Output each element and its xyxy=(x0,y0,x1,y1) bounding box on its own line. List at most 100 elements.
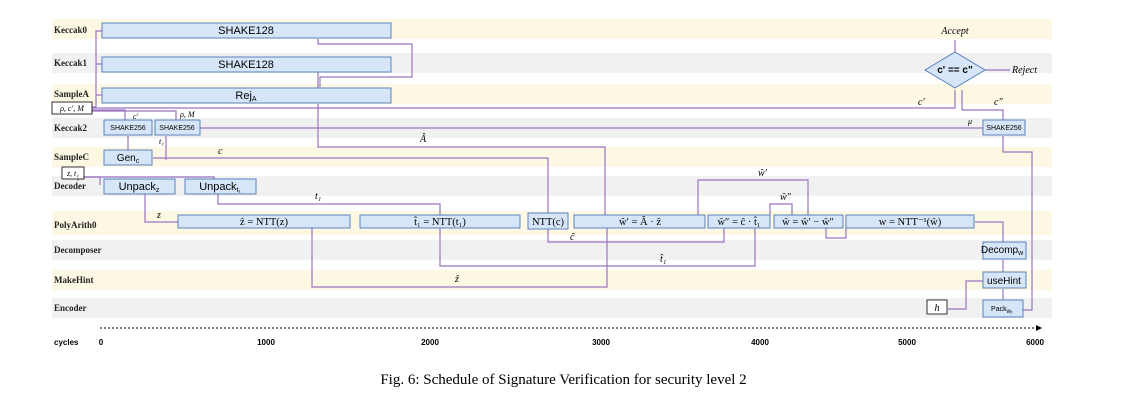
flow-label-cprime-small: c′ xyxy=(133,112,139,121)
label-unpack-t1: Unpackt₁ xyxy=(199,181,241,194)
box-usehint xyxy=(982,271,1027,289)
box-ntt-c xyxy=(527,212,569,230)
lane-bg-samplec xyxy=(52,147,1052,167)
flow-label-chat: ĉ xyxy=(570,232,575,243)
operation-boxes: SHAKE128 SHAKE128 RejA SHAKE256 SHAKE256… xyxy=(101,22,1027,318)
lane-bg-decomposer xyxy=(52,240,1052,260)
flow-label-rhom-small: ρ, M xyxy=(179,110,196,119)
flow-cprime xyxy=(92,90,956,109)
axis-tick-4000: 4000 xyxy=(751,338,769,347)
box-keccak0-shake128 xyxy=(101,22,392,39)
box-pack xyxy=(982,299,1024,318)
box-w-dprime xyxy=(707,214,771,229)
flow-chat xyxy=(547,228,725,243)
flow-label-zhat: ẑ xyxy=(454,274,459,285)
box-gen-c xyxy=(103,149,153,166)
lane-label-keccak0: Keccak0 xyxy=(54,25,87,35)
axis-tick-6000: 6000 xyxy=(1026,338,1044,347)
label-w-hat: ŵ = ŵ′ − ŵ″ xyxy=(782,217,834,228)
input-rho-c-m-box xyxy=(51,101,93,115)
flow-c xyxy=(153,157,549,215)
flow-label-wprime: ŵ′ xyxy=(758,168,768,179)
flow-label-t1: t₁ xyxy=(315,191,321,202)
box-w-hat xyxy=(773,214,844,229)
lane-label-decoder: Decoder xyxy=(54,181,86,191)
flow-label-cdprime: c″ xyxy=(994,97,1003,108)
label-shake256-a: SHAKE256 xyxy=(110,125,146,132)
flow-label-t1-small: t₁ xyxy=(159,137,164,146)
label-keccak0-shake128: SHAKE128 xyxy=(218,25,274,37)
label-decomp: Decompw xyxy=(981,245,1024,257)
box-keccak1-shake128 xyxy=(101,56,392,73)
flow-rhom-to-shake256 xyxy=(92,110,177,120)
axis-tick-3000: 3000 xyxy=(592,338,610,347)
flow-what xyxy=(825,222,847,239)
lane-bg-makehint xyxy=(52,270,1052,290)
label-w-prime: ŵ′ = Â · ẑ xyxy=(619,216,661,228)
flow-h xyxy=(948,280,985,310)
lane-label-encoder: Encoder xyxy=(54,303,87,313)
lane-bg-encoder xyxy=(52,298,1052,318)
flow-input-to-keccak xyxy=(92,30,102,108)
box-ntt-t1 xyxy=(359,214,521,229)
lane-label-samplea: SampleA xyxy=(54,89,90,99)
flow-keccak0-out xyxy=(317,39,413,87)
box-shake256-b xyxy=(154,119,201,136)
box-ntt-z xyxy=(177,214,351,229)
box-unpack-z xyxy=(103,178,176,195)
label-shake256-b: SHAKE256 xyxy=(159,125,195,132)
label-shake256-c: SHAKE256 xyxy=(986,125,1022,132)
label-usehint: useHint xyxy=(987,276,1021,287)
input-h-box xyxy=(926,299,948,315)
box-samplea-rej xyxy=(101,87,392,104)
flow-label-cprime: c′ xyxy=(918,97,925,108)
box-unpack-t1 xyxy=(184,178,257,195)
flow-label-reject: Reject xyxy=(1011,65,1037,76)
label-w-dprime: ŵ″ = ĉ · t̂₁ xyxy=(717,216,760,228)
lane-label-makehint: MakeHint xyxy=(54,275,94,285)
flow-label-ahat: Â xyxy=(419,133,427,145)
compare-diamond xyxy=(924,51,986,89)
box-shake256-c xyxy=(982,119,1026,136)
input-rho-c-m: ρ, c′, M xyxy=(59,104,85,113)
axis-tick-1000: 1000 xyxy=(257,338,275,347)
flow-ahat xyxy=(317,104,606,215)
input-h: h xyxy=(935,303,940,314)
flow-t1 xyxy=(217,194,441,215)
flow-label-c: c xyxy=(218,146,223,157)
figure-caption: Fig. 6: Schedule of Signature Verificati… xyxy=(380,372,747,388)
label-compare: c' == c" xyxy=(937,65,973,76)
flow-label-mu: μ xyxy=(967,117,972,126)
axis-arrowhead xyxy=(1036,325,1042,331)
box-intt xyxy=(845,214,975,229)
schedule-diagram: Keccak0 Keccak1 SampleA Keccak2 SampleC … xyxy=(51,19,1052,347)
flow-label-z: z xyxy=(156,210,161,221)
label-pack: Packw₁ xyxy=(991,306,1013,315)
label-ntt-t1: t̂₁ = NTT(t₁) xyxy=(414,216,467,228)
flow-cprime-to-shake256 xyxy=(92,109,126,120)
flow-intt-to-decomp xyxy=(975,221,1004,242)
flow-label-accept: Accept xyxy=(940,26,968,37)
label-samplea-rej: RejA xyxy=(235,90,257,103)
flow-labels: c′ ρ, M t₁ Â c t₁ z ĉ t̂₁ ẑ ŵ′ ŵ″ μ c′ c… xyxy=(133,26,1037,285)
lane-label-decomposer: Decomposer xyxy=(54,245,101,255)
box-w-prime xyxy=(573,214,706,229)
flow-label-t1hat: t̂₁ xyxy=(659,253,666,265)
flow-zhat xyxy=(311,228,608,288)
axis-label: cycles xyxy=(54,338,79,347)
input-z-t1-box xyxy=(61,166,85,180)
lane-label-keccak1: Keccak1 xyxy=(54,58,87,68)
lane-label-keccak2: Keccak2 xyxy=(54,123,87,133)
label-ntt-z: ẑ = NTT(z) xyxy=(240,217,288,228)
lane-bg-decoder xyxy=(52,176,1052,196)
label-gen-c: Genc xyxy=(117,153,140,165)
lane-label-samplec: SampleC xyxy=(54,152,89,162)
axis-tick-2000: 2000 xyxy=(421,338,439,347)
external-inputs: ρ, c′, M z, t₁ h xyxy=(51,101,948,315)
label-unpack-z: Unpackz xyxy=(119,181,160,194)
axis-tick-0: 0 xyxy=(99,338,104,347)
flow-lines xyxy=(77,30,1033,311)
lane-label-polyarith0: PolyArith0 xyxy=(54,220,97,230)
flow-label-wdprime: ŵ″ xyxy=(780,192,792,203)
flow-t1hat xyxy=(439,228,756,267)
